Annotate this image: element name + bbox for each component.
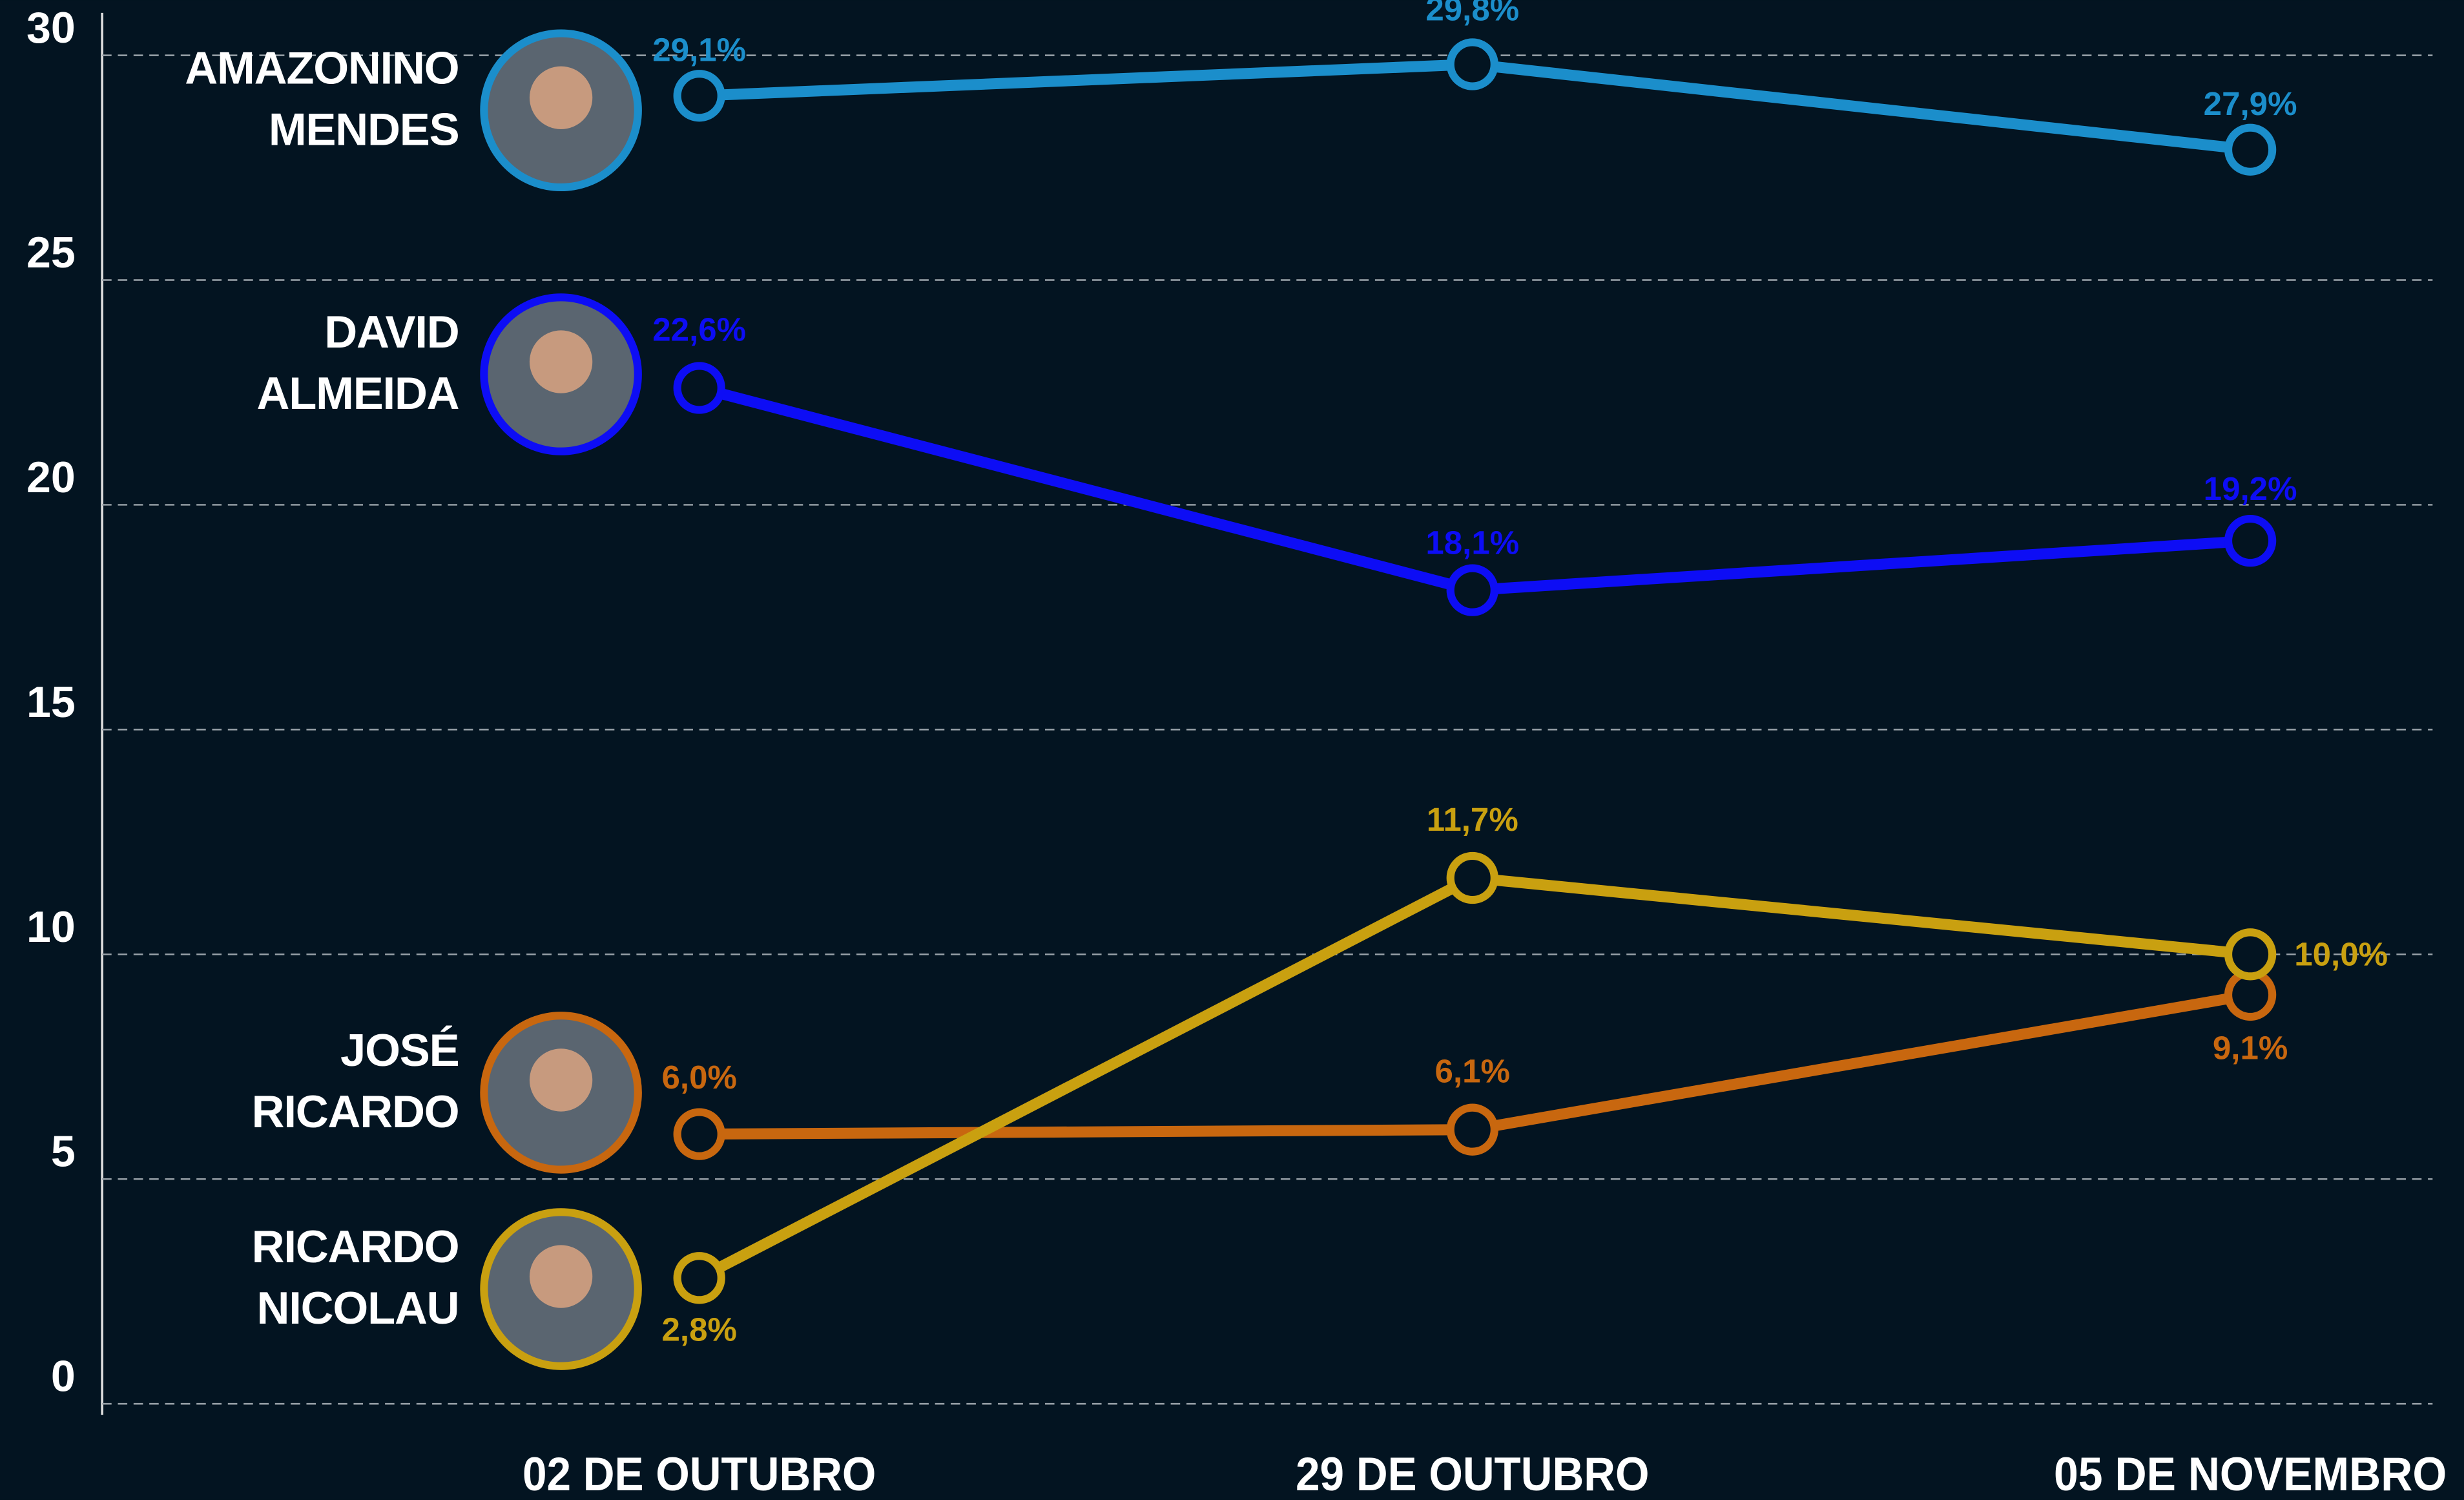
x-tick-label: 29 DE OUTUBRO bbox=[1296, 1448, 1649, 1500]
data-point bbox=[2228, 128, 2272, 172]
y-tick-label: 0 bbox=[51, 1352, 76, 1401]
y-tick-label: 10 bbox=[26, 902, 76, 952]
value-label: 27,9% bbox=[2204, 85, 2297, 122]
x-tick-label: 02 DE OUTUBRO bbox=[523, 1448, 876, 1500]
data-point bbox=[2228, 519, 2272, 563]
y-tick-label: 20 bbox=[26, 453, 76, 502]
value-label: 10,0% bbox=[2294, 935, 2388, 972]
legend-label: JOSÉ RICARDO bbox=[129, 1022, 459, 1145]
x-tick-label: 05 DE NOVEMBRO bbox=[2054, 1448, 2447, 1500]
legend-entry: AMAZONINO MENDES bbox=[126, 39, 459, 181]
page: {"chart_data":{"type":"line", "categorie… bbox=[0, 0, 2464, 1500]
legend-entry: JOSÉ RICARDO bbox=[126, 1022, 459, 1163]
data-point bbox=[678, 74, 721, 118]
legend-entry: RICARDO NICOLAU bbox=[126, 1218, 459, 1360]
chart: 0 5 10 15 20 25 30 02 DE OUTUBRO 29 DE OUTUBRO 05… bbox=[0, 0, 2464, 1500]
candidate-photo-face bbox=[530, 1245, 592, 1307]
y-tick-label: 15 bbox=[26, 678, 76, 727]
value-label: 11,7% bbox=[1427, 801, 1518, 838]
candidate-photo-face bbox=[530, 330, 592, 393]
y-tick-label: 25 bbox=[26, 228, 76, 277]
value-label: 6,1% bbox=[1435, 1053, 1510, 1090]
value-label: 2,8% bbox=[661, 1311, 736, 1348]
legend-label: DAVID ALMEIDA bbox=[129, 304, 459, 426]
value-label: 9,1% bbox=[2213, 1030, 2288, 1067]
data-point bbox=[678, 1256, 721, 1300]
value-label: 29,1% bbox=[652, 32, 746, 68]
value-label: 19,2% bbox=[2204, 470, 2297, 507]
legend-label: RICARDO NICOLAU bbox=[129, 1218, 459, 1341]
data-point bbox=[1451, 42, 1495, 86]
data-point bbox=[1451, 1108, 1495, 1152]
candidate-photo-face bbox=[530, 1048, 592, 1111]
legend-label: AMAZONINO MENDES bbox=[129, 39, 459, 162]
value-label: 29,8% bbox=[1425, 0, 1519, 27]
legend-entry: DAVID ALMEIDA bbox=[126, 304, 459, 445]
data-point bbox=[1451, 856, 1495, 900]
y-tick-label: 30 bbox=[26, 3, 76, 52]
value-label: 22,6% bbox=[652, 311, 746, 348]
candidate-photo-face bbox=[530, 67, 592, 129]
value-label: 18,1% bbox=[1425, 525, 1519, 561]
data-point bbox=[678, 366, 721, 410]
data-point bbox=[2228, 932, 2272, 976]
data-point bbox=[1451, 568, 1495, 612]
data-point bbox=[678, 1112, 721, 1156]
value-label: 6,0% bbox=[661, 1059, 736, 1096]
y-tick-label: 5 bbox=[51, 1127, 76, 1176]
